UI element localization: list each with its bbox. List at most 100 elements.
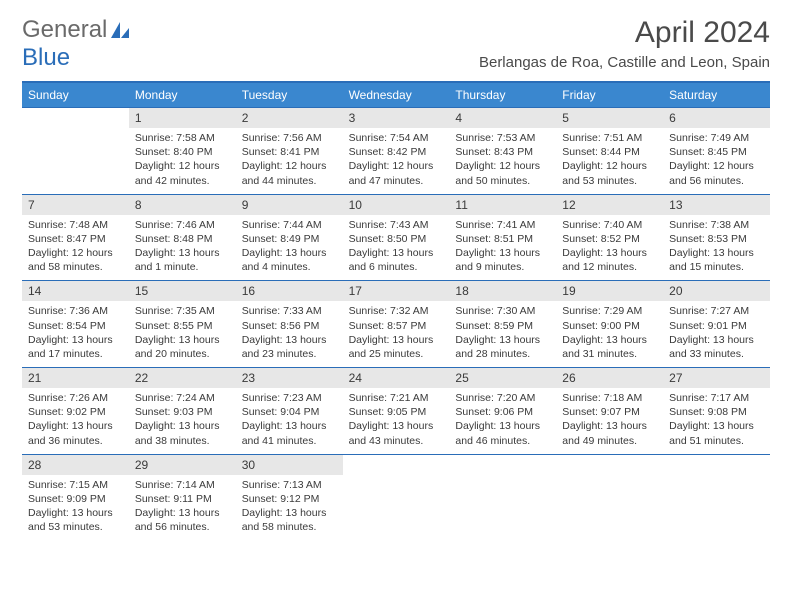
day-body: Sunrise: 7:17 AMSunset: 9:08 PMDaylight:…	[663, 388, 770, 454]
logo-sail-icon	[109, 20, 131, 45]
logo-text-blue: Blue	[22, 44, 70, 71]
day-number: 16	[236, 281, 343, 301]
day-body: Sunrise: 7:41 AMSunset: 8:51 PMDaylight:…	[449, 215, 556, 281]
calendar-cell: 17Sunrise: 7:32 AMSunset: 8:57 PMDayligh…	[343, 280, 450, 367]
calendar-cell: 13Sunrise: 7:38 AMSunset: 8:53 PMDayligh…	[663, 194, 770, 281]
day-body: Sunrise: 7:46 AMSunset: 8:48 PMDaylight:…	[129, 215, 236, 281]
day-number: 21	[22, 368, 129, 388]
day-body: Sunrise: 7:27 AMSunset: 9:01 PMDaylight:…	[663, 301, 770, 367]
calendar-cell: 3Sunrise: 7:54 AMSunset: 8:42 PMDaylight…	[343, 107, 450, 194]
calendar-cell: 22Sunrise: 7:24 AMSunset: 9:03 PMDayligh…	[129, 367, 236, 454]
day-number: 30	[236, 455, 343, 475]
day-body: Sunrise: 7:49 AMSunset: 8:45 PMDaylight:…	[663, 128, 770, 194]
weekday-header: Sunday	[22, 83, 129, 107]
weekday-header: Friday	[556, 83, 663, 107]
logo-text-general: General	[22, 16, 107, 44]
logo: General	[22, 16, 131, 44]
calendar-cell-empty	[663, 454, 770, 541]
calendar-cell: 27Sunrise: 7:17 AMSunset: 9:08 PMDayligh…	[663, 367, 770, 454]
title-block: April 2024 Berlangas de Roa, Castille an…	[479, 16, 770, 71]
calendar-cell: 1Sunrise: 7:58 AMSunset: 8:40 PMDaylight…	[129, 107, 236, 194]
day-number: 8	[129, 195, 236, 215]
day-body: Sunrise: 7:21 AMSunset: 9:05 PMDaylight:…	[343, 388, 450, 454]
day-number: 2	[236, 108, 343, 128]
day-body: Sunrise: 7:36 AMSunset: 8:54 PMDaylight:…	[22, 301, 129, 367]
weekday-header: Monday	[129, 83, 236, 107]
day-body: Sunrise: 7:13 AMSunset: 9:12 PMDaylight:…	[236, 475, 343, 541]
day-number: 13	[663, 195, 770, 215]
day-number: 18	[449, 281, 556, 301]
day-body: Sunrise: 7:33 AMSunset: 8:56 PMDaylight:…	[236, 301, 343, 367]
day-body: Sunrise: 7:43 AMSunset: 8:50 PMDaylight:…	[343, 215, 450, 281]
day-body: Sunrise: 7:24 AMSunset: 9:03 PMDaylight:…	[129, 388, 236, 454]
day-number: 4	[449, 108, 556, 128]
calendar-cell: 18Sunrise: 7:30 AMSunset: 8:59 PMDayligh…	[449, 280, 556, 367]
calendar-cell-empty	[22, 107, 129, 194]
day-number: 28	[22, 455, 129, 475]
day-body: Sunrise: 7:20 AMSunset: 9:06 PMDaylight:…	[449, 388, 556, 454]
day-number: 10	[343, 195, 450, 215]
day-body: Sunrise: 7:58 AMSunset: 8:40 PMDaylight:…	[129, 128, 236, 194]
day-body: Sunrise: 7:23 AMSunset: 9:04 PMDaylight:…	[236, 388, 343, 454]
calendar-cell: 4Sunrise: 7:53 AMSunset: 8:43 PMDaylight…	[449, 107, 556, 194]
page-subtitle: Berlangas de Roa, Castille and Leon, Spa…	[479, 54, 770, 71]
day-number: 1	[129, 108, 236, 128]
day-number: 6	[663, 108, 770, 128]
day-body: Sunrise: 7:48 AMSunset: 8:47 PMDaylight:…	[22, 215, 129, 281]
calendar-grid: SundayMondayTuesdayWednesdayThursdayFrid…	[22, 81, 770, 540]
day-body: Sunrise: 7:32 AMSunset: 8:57 PMDaylight:…	[343, 301, 450, 367]
calendar-cell: 11Sunrise: 7:41 AMSunset: 8:51 PMDayligh…	[449, 194, 556, 281]
calendar-cell: 28Sunrise: 7:15 AMSunset: 9:09 PMDayligh…	[22, 454, 129, 541]
day-body: Sunrise: 7:14 AMSunset: 9:11 PMDaylight:…	[129, 475, 236, 541]
weekday-header: Saturday	[663, 83, 770, 107]
day-number: 12	[556, 195, 663, 215]
day-number: 17	[343, 281, 450, 301]
day-body: Sunrise: 7:40 AMSunset: 8:52 PMDaylight:…	[556, 215, 663, 281]
header: General April 2024 Berlangas de Roa, Cas…	[0, 0, 792, 75]
day-number: 23	[236, 368, 343, 388]
day-number: 14	[22, 281, 129, 301]
day-number: 15	[129, 281, 236, 301]
day-number: 9	[236, 195, 343, 215]
day-number: 5	[556, 108, 663, 128]
day-body: Sunrise: 7:44 AMSunset: 8:49 PMDaylight:…	[236, 215, 343, 281]
calendar-cell: 10Sunrise: 7:43 AMSunset: 8:50 PMDayligh…	[343, 194, 450, 281]
calendar-cell: 19Sunrise: 7:29 AMSunset: 9:00 PMDayligh…	[556, 280, 663, 367]
day-number: 29	[129, 455, 236, 475]
day-number: 7	[22, 195, 129, 215]
calendar-cell-empty	[556, 454, 663, 541]
day-body: Sunrise: 7:56 AMSunset: 8:41 PMDaylight:…	[236, 128, 343, 194]
calendar-cell: 23Sunrise: 7:23 AMSunset: 9:04 PMDayligh…	[236, 367, 343, 454]
day-number: 24	[343, 368, 450, 388]
calendar-cell-empty	[343, 454, 450, 541]
day-body: Sunrise: 7:29 AMSunset: 9:00 PMDaylight:…	[556, 301, 663, 367]
calendar-cell: 16Sunrise: 7:33 AMSunset: 8:56 PMDayligh…	[236, 280, 343, 367]
calendar-cell: 9Sunrise: 7:44 AMSunset: 8:49 PMDaylight…	[236, 194, 343, 281]
calendar-cell: 6Sunrise: 7:49 AMSunset: 8:45 PMDaylight…	[663, 107, 770, 194]
day-body: Sunrise: 7:53 AMSunset: 8:43 PMDaylight:…	[449, 128, 556, 194]
calendar-cell: 12Sunrise: 7:40 AMSunset: 8:52 PMDayligh…	[556, 194, 663, 281]
calendar-cell: 8Sunrise: 7:46 AMSunset: 8:48 PMDaylight…	[129, 194, 236, 281]
weekday-header: Tuesday	[236, 83, 343, 107]
weekday-header: Wednesday	[343, 83, 450, 107]
calendar-cell: 2Sunrise: 7:56 AMSunset: 8:41 PMDaylight…	[236, 107, 343, 194]
day-body: Sunrise: 7:26 AMSunset: 9:02 PMDaylight:…	[22, 388, 129, 454]
calendar-cell: 24Sunrise: 7:21 AMSunset: 9:05 PMDayligh…	[343, 367, 450, 454]
calendar-cell: 21Sunrise: 7:26 AMSunset: 9:02 PMDayligh…	[22, 367, 129, 454]
day-body: Sunrise: 7:18 AMSunset: 9:07 PMDaylight:…	[556, 388, 663, 454]
weekday-header: Thursday	[449, 83, 556, 107]
calendar-cell: 30Sunrise: 7:13 AMSunset: 9:12 PMDayligh…	[236, 454, 343, 541]
calendar-cell: 7Sunrise: 7:48 AMSunset: 8:47 PMDaylight…	[22, 194, 129, 281]
day-number: 3	[343, 108, 450, 128]
calendar-cell: 26Sunrise: 7:18 AMSunset: 9:07 PMDayligh…	[556, 367, 663, 454]
day-number: 11	[449, 195, 556, 215]
day-body: Sunrise: 7:15 AMSunset: 9:09 PMDaylight:…	[22, 475, 129, 541]
calendar-cell-empty	[449, 454, 556, 541]
day-number: 25	[449, 368, 556, 388]
day-body: Sunrise: 7:30 AMSunset: 8:59 PMDaylight:…	[449, 301, 556, 367]
day-number: 19	[556, 281, 663, 301]
day-body: Sunrise: 7:35 AMSunset: 8:55 PMDaylight:…	[129, 301, 236, 367]
page-title: April 2024	[479, 16, 770, 50]
day-number: 26	[556, 368, 663, 388]
calendar-cell: 25Sunrise: 7:20 AMSunset: 9:06 PMDayligh…	[449, 367, 556, 454]
